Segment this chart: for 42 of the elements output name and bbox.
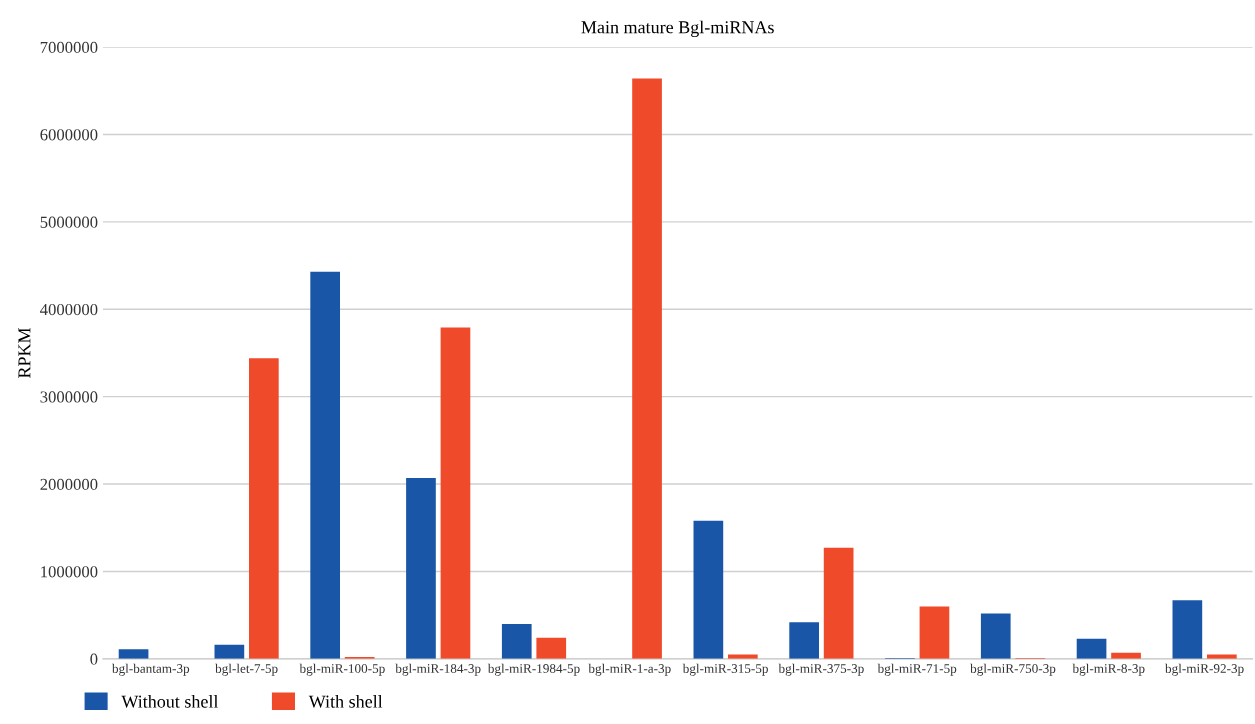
- bar: [632, 78, 662, 659]
- y-tick-label: 0: [90, 653, 98, 665]
- x-tick-label: bgl-miR-92-3p: [1165, 663, 1244, 676]
- legend-label: With shell: [308, 695, 383, 708]
- bar: [214, 644, 245, 659]
- x-tick-label: bgl-bantam-3p: [111, 663, 190, 676]
- y-tick-label: 4000000: [40, 303, 98, 316]
- x-tick-label: bgl-miR-315-5p: [682, 663, 768, 676]
- y-tick-label: 3000000: [40, 391, 98, 403]
- x-tick-label: bgl-miR-100-5p: [299, 663, 385, 676]
- x-tick-label: bgl-miR-8-3p: [1072, 663, 1145, 676]
- bar: [919, 606, 950, 659]
- y-axis-title: RPKM: [18, 327, 31, 379]
- y-tick-label: 6000000: [40, 129, 98, 141]
- x-tick-label: bgl-miR-1984-5p: [487, 663, 580, 676]
- bar: [501, 623, 532, 659]
- bar: [980, 613, 1011, 659]
- bar: [406, 477, 436, 659]
- bar: [693, 520, 724, 659]
- x-tick-label: bgl-miR-375-3p: [778, 663, 864, 676]
- x-tick-label: bgl-miR-184-3p: [395, 663, 481, 676]
- y-tick-label: 5000000: [40, 216, 98, 228]
- legend-label: Without shell: [121, 695, 219, 708]
- bar: [249, 358, 279, 659]
- bar: [440, 327, 471, 659]
- x-tick-label: bgl-miR-1-a-3p: [588, 663, 671, 676]
- y-tick-label: 1000000: [41, 566, 98, 578]
- chart-title: Main mature Bgl-miRNAs: [581, 20, 774, 38]
- bar: [1172, 600, 1203, 659]
- bar: [1206, 654, 1237, 659]
- y-tick-label: 2000000: [40, 478, 98, 490]
- bar: [823, 547, 854, 659]
- bar: [1076, 638, 1107, 659]
- bar: [536, 637, 567, 659]
- bar: [727, 654, 758, 659]
- x-tick-label: bgl-let-7-5p: [215, 663, 278, 676]
- bar: [118, 649, 149, 659]
- x-tick-label: bgl-miR-71-5p: [877, 663, 957, 676]
- bar: [310, 271, 341, 659]
- x-tick-label: bgl-miR-750-3p: [970, 663, 1056, 676]
- bar: [789, 622, 819, 659]
- y-tick-label: 7000000: [40, 41, 98, 54]
